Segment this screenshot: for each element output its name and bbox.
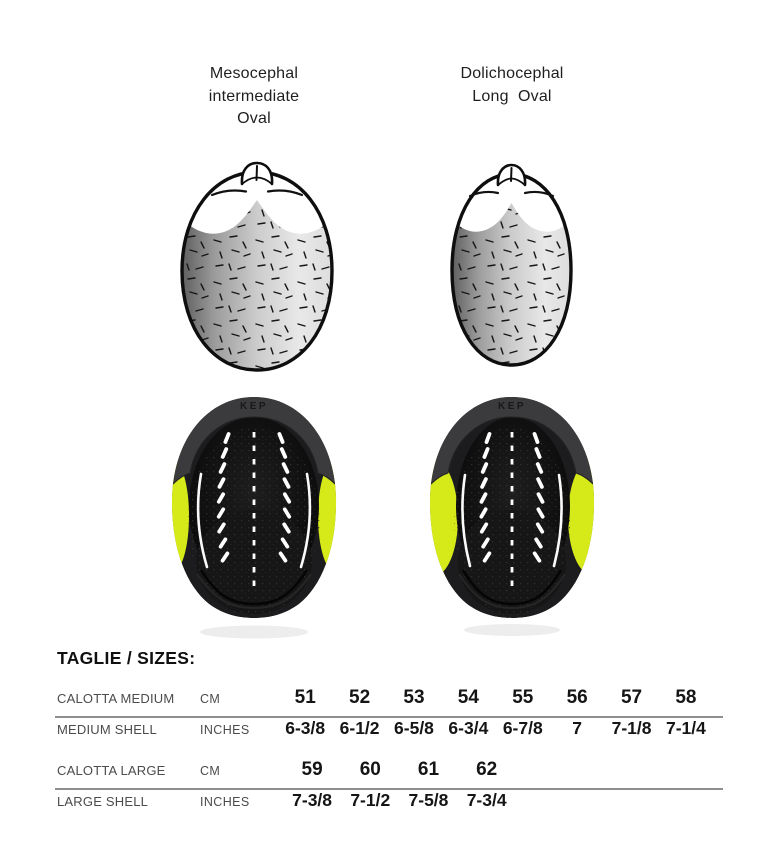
padding-texture — [188, 427, 320, 617]
size-value: 59 — [301, 759, 323, 780]
size-value: 7-3/8 — [292, 790, 333, 810]
heading-line: Dolichocephal — [460, 65, 564, 82]
helmet-liner-large: KEP — [429, 397, 595, 636]
size-value: 61 — [417, 759, 440, 780]
right-column-heading: Dolichocephal Long Oval — [412, 63, 612, 108]
helmet-shadow — [200, 625, 308, 639]
left-column-heading: Mesocephal intermediate Oval — [154, 63, 354, 131]
nose-icon — [496, 163, 527, 187]
heading-line: Long Oval — [472, 87, 552, 105]
row-label: CALOTTA MEDIUM — [57, 691, 175, 706]
heading-line: Oval — [237, 110, 271, 127]
dolichocephal-head-diagram — [450, 163, 573, 367]
size-value: 55 — [512, 687, 534, 708]
size-value: 7-1/4 — [665, 718, 706, 738]
eyebrow-lines — [468, 190, 555, 198]
size-value: 60 — [359, 759, 381, 780]
accent-patch-left — [429, 460, 458, 576]
size-value: 7-3/4 — [466, 790, 507, 810]
size-value: 58 — [675, 687, 697, 708]
row-unit: CM — [200, 764, 221, 778]
neck-roll-seam — [461, 569, 563, 606]
size-value: 57 — [620, 687, 643, 708]
size-value: 54 — [457, 687, 479, 708]
size-value: 6-7/8 — [502, 718, 543, 738]
neck-roll-seam — [199, 569, 309, 606]
table-divider — [55, 788, 723, 790]
size-value: 6-5/8 — [394, 718, 434, 738]
row-unit: CM — [200, 692, 221, 706]
row-label: MEDIUM SHELL — [57, 722, 157, 737]
kep-logo-text: KEP — [240, 401, 268, 412]
size-value: 6-3/4 — [448, 718, 489, 738]
accent-patch-right — [568, 459, 595, 575]
head-outline-stroke — [450, 172, 573, 367]
head-outline-stroke — [180, 170, 334, 372]
size-value: 53 — [403, 687, 425, 708]
padding-texture — [454, 427, 570, 617]
size-value: 62 — [476, 759, 498, 780]
row-label: LARGE SHELL — [57, 794, 149, 809]
size-value: 7-5/8 — [408, 790, 449, 810]
size-value: 52 — [349, 687, 371, 708]
size-value: 7-1/2 — [350, 790, 391, 810]
nose-icon — [240, 161, 274, 186]
helmet-liner-medium: KEP — [171, 397, 337, 639]
mesocephal-head-diagram — [180, 161, 334, 372]
table-row-large-shell: LARGE SHELL INCHES 7-3/8 7-1/2 7-5/8 7-3… — [57, 790, 516, 811]
size-value: 6-1/2 — [339, 718, 380, 738]
table-row-calotta-medium: CALOTTA MEDIUM CM 51 52 53 54 55 56 57 5… — [57, 687, 713, 709]
table-divider — [55, 716, 723, 718]
heading-line: intermediate — [208, 87, 300, 105]
neck-roll-highlight — [196, 573, 312, 610]
row-label: CALOTTA LARGE — [57, 763, 166, 778]
kep-logo-text: KEP — [498, 401, 526, 412]
size-value: 6-3/8 — [285, 718, 326, 738]
row-unit: INCHES — [200, 795, 250, 809]
eyebrow-lines — [210, 189, 304, 197]
table-row-medium-shell: MEDIUM SHELL INCHES 6-3/8 6-1/2 6-5/8 6-… — [57, 718, 713, 739]
table-row-calotta-large: CALOTTA LARGE CM 59 60 61 62 — [57, 759, 516, 781]
helmet-shadow — [464, 624, 560, 636]
row-unit: INCHES — [200, 723, 250, 737]
neck-roll-highlight — [458, 573, 566, 610]
size-value: 51 — [294, 687, 316, 708]
size-value: 7 — [572, 718, 583, 738]
size-value: 7-1/8 — [611, 718, 652, 738]
size-value: 56 — [566, 687, 588, 708]
sizes-heading: TAGLIE / SIZES: — [57, 648, 196, 668]
heading-line: Mesocephal — [209, 65, 299, 82]
pad-seam-lines — [196, 472, 312, 569]
pad-seam-lines — [461, 473, 563, 568]
